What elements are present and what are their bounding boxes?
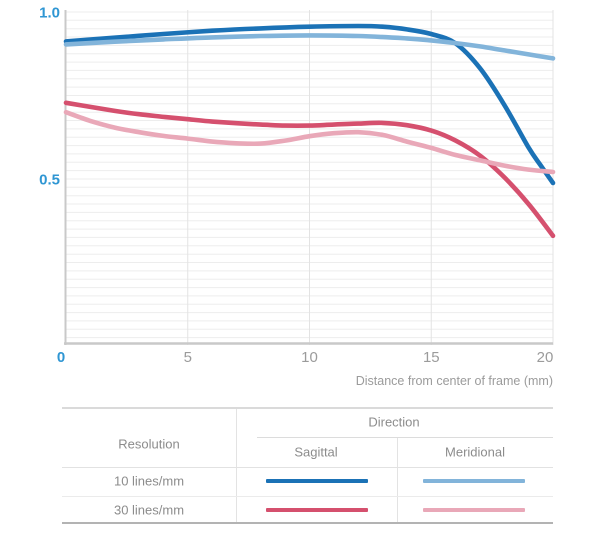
curve-30-lines-mm-meridional xyxy=(63,109,556,175)
x-tick-label: 10 xyxy=(301,349,318,366)
x-tick-label: 20 xyxy=(537,349,554,366)
row-label-30-lines: 30 lines/mm xyxy=(113,502,185,518)
curve-10-lines-mm-sagittal xyxy=(63,23,556,186)
table-column-divider-1 xyxy=(236,409,237,522)
legend-line-10-meridional xyxy=(423,479,525,483)
x-tick-label: 15 xyxy=(423,349,440,366)
meridional-header: Meridional xyxy=(445,444,505,460)
y-tick-label: 0.5 xyxy=(39,172,60,189)
table-header-separator xyxy=(62,467,553,468)
resolution-header: Resolution xyxy=(118,436,180,452)
sagittal-header: Sagittal xyxy=(294,444,338,460)
table-top-border xyxy=(62,407,553,409)
legend-table: Resolution Direction Sagittal Meridional… xyxy=(62,407,553,524)
table-row-separator xyxy=(62,496,553,497)
y-tick-label: 1.0 xyxy=(39,5,60,22)
curve-30-lines-mm-sagittal xyxy=(63,100,556,239)
mtf-chart: 1.0 0.5 0 5 10 15 20 Distance from center of fr… xyxy=(39,5,556,388)
table-bottom-border xyxy=(62,522,553,524)
x-tick-label: 5 xyxy=(184,349,192,366)
legend-line-30-meridional xyxy=(423,508,525,512)
direction-header: Direction xyxy=(368,414,420,430)
row-label-10-lines: 10 lines/mm xyxy=(113,473,185,489)
legend-line-30-sagittal xyxy=(266,508,368,512)
legend-line-10-sagittal xyxy=(266,479,368,483)
mtf-chart-canvas: 1.0 0.5 0 5 10 15 20 Distance from center of fr… xyxy=(39,5,556,388)
x-axis-title: Distance from center of frame (mm) xyxy=(356,374,553,388)
curve-10-lines-mm-meridional xyxy=(63,33,556,61)
table-column-divider-2 xyxy=(397,438,398,522)
x-tick-label: 0 xyxy=(57,349,65,366)
direction-underline xyxy=(257,437,553,438)
